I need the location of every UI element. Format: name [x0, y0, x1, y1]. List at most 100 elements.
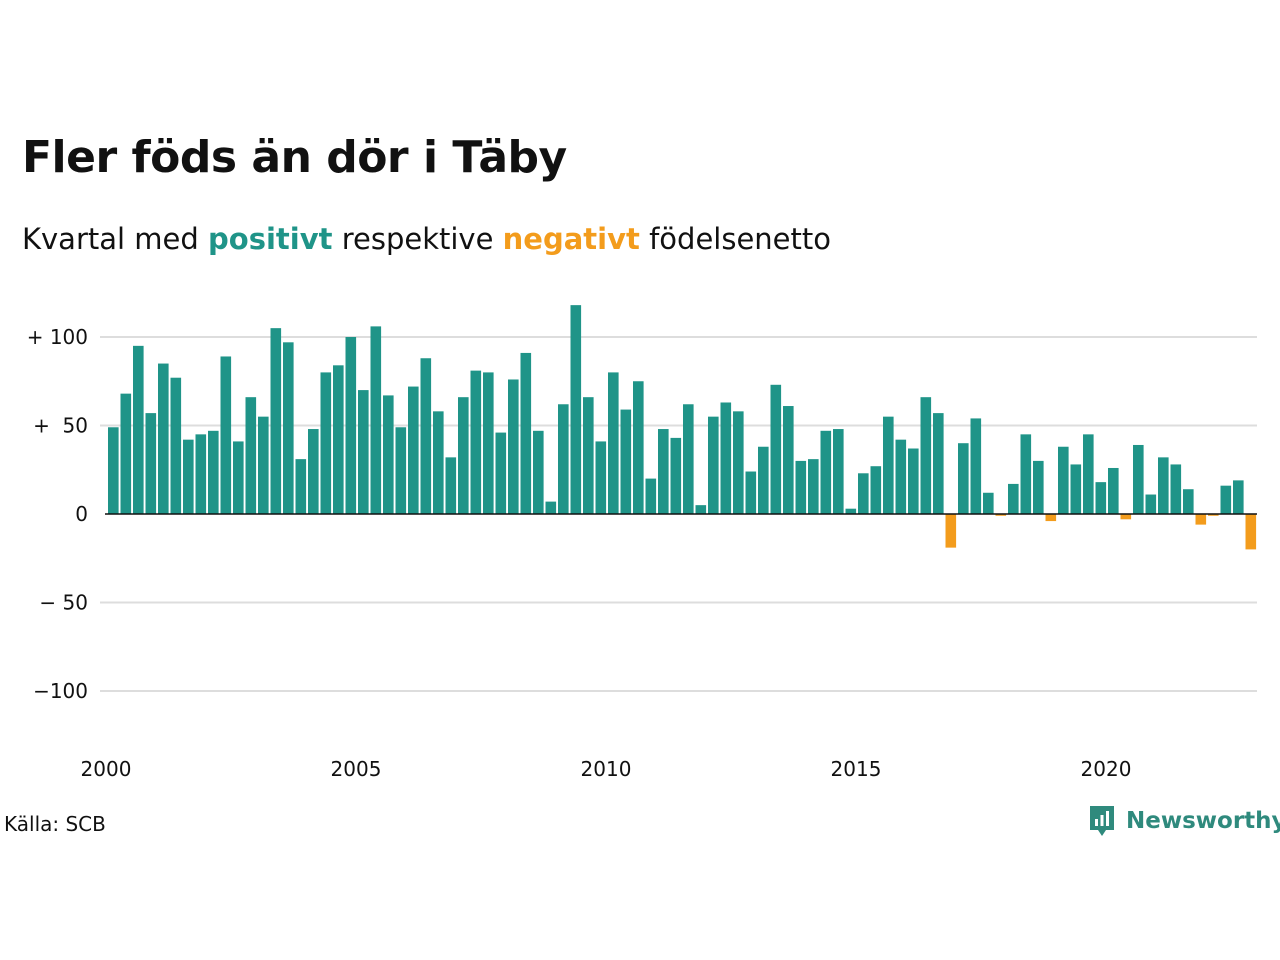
bar — [520, 352, 532, 514]
bar — [333, 365, 344, 514]
y-tick-label: −100 — [33, 679, 88, 703]
bar — [745, 471, 757, 514]
bar — [645, 478, 657, 514]
bar — [783, 406, 794, 514]
bar — [870, 466, 882, 514]
bar — [295, 459, 307, 514]
bar — [1120, 514, 1132, 520]
bar — [1245, 514, 1257, 550]
bar — [970, 418, 982, 514]
bar — [545, 501, 557, 514]
x-tick-label: 2010 — [581, 757, 632, 781]
brand-logo: Newsworthy — [1088, 804, 1280, 838]
bar — [1133, 444, 1144, 514]
bar — [508, 379, 519, 514]
bar — [595, 441, 607, 514]
bar — [933, 413, 944, 514]
bar — [495, 432, 507, 514]
bar — [845, 508, 857, 514]
bar — [770, 384, 782, 514]
bar — [1070, 464, 1082, 514]
bar — [145, 413, 157, 514]
bar — [283, 342, 294, 514]
subtitle-positive: positivt — [208, 222, 333, 256]
x-tick-label: 2020 — [1081, 757, 1132, 781]
bar — [695, 505, 707, 514]
bar — [795, 460, 807, 514]
bar — [483, 372, 494, 514]
bar — [383, 395, 394, 514]
y-tick-label: 0 — [75, 502, 88, 526]
bar — [408, 386, 419, 514]
chart-title: Fler föds än dör i Täby — [22, 132, 567, 183]
bar — [345, 337, 357, 514]
bar — [308, 429, 319, 514]
bar — [570, 305, 582, 514]
bar — [233, 441, 244, 514]
subtitle-negative: negativt — [502, 222, 640, 256]
bar — [445, 457, 457, 514]
bar — [270, 328, 282, 514]
subtitle-suffix: födelsenetto — [639, 222, 831, 256]
bar — [208, 430, 219, 514]
bar — [433, 411, 444, 514]
bar — [583, 397, 594, 514]
bar — [820, 430, 832, 514]
bar — [1145, 494, 1157, 514]
bar — [808, 459, 819, 514]
bar — [708, 416, 719, 514]
bar — [1233, 480, 1244, 514]
bar — [958, 443, 969, 514]
chart-subtitle: Kvartal med positivt respektive negativt… — [22, 222, 831, 256]
bar — [120, 393, 132, 514]
bar — [220, 356, 232, 514]
bar — [1095, 482, 1107, 514]
bar — [1058, 446, 1069, 514]
bar — [733, 411, 744, 514]
bar — [1220, 485, 1232, 514]
bar — [195, 434, 207, 514]
bar — [1045, 514, 1057, 522]
bar — [895, 439, 907, 514]
bar — [1083, 434, 1094, 514]
bar — [458, 397, 469, 514]
source-note: Källa: SCB — [4, 812, 106, 836]
bar — [470, 370, 482, 514]
bar — [1108, 467, 1119, 514]
subtitle-prefix: Kvartal med — [22, 222, 209, 256]
bar — [983, 492, 994, 514]
bar — [670, 437, 682, 514]
x-tick-label: 2000 — [81, 757, 132, 781]
bar — [620, 409, 632, 514]
bar — [358, 390, 369, 514]
bar — [1020, 434, 1032, 514]
bar — [1158, 457, 1169, 514]
bar — [1033, 460, 1044, 514]
bar — [633, 381, 644, 514]
bar — [658, 429, 669, 514]
bar — [945, 514, 957, 548]
y-tick-label: + 100 — [27, 325, 88, 349]
bar — [158, 363, 169, 514]
x-tick-label: 2005 — [331, 757, 382, 781]
y-tick-label: + 50 — [33, 414, 88, 438]
newsworthy-logo-icon — [1090, 806, 1114, 836]
bar — [420, 358, 432, 514]
bar — [1183, 489, 1194, 514]
bar — [833, 429, 844, 514]
bar — [370, 326, 382, 514]
bar — [608, 372, 619, 514]
bar — [908, 448, 919, 514]
bar — [108, 427, 119, 514]
bar — [258, 416, 269, 514]
bar — [683, 404, 694, 514]
bar — [320, 372, 332, 514]
bar — [558, 404, 569, 514]
bar — [133, 345, 144, 514]
subtitle-middle: respektive — [332, 222, 503, 256]
bar — [1195, 514, 1207, 525]
brand-name: Newsworthy — [1126, 808, 1280, 834]
bar — [183, 439, 194, 514]
bar — [533, 430, 544, 514]
bar — [920, 397, 932, 514]
